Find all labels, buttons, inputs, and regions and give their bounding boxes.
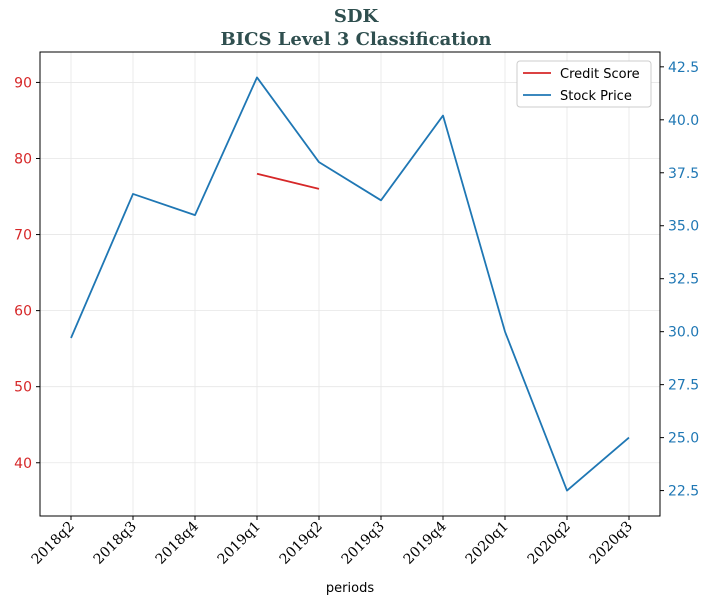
left-y-tick-label: 80 <box>14 151 32 167</box>
x-tick-label: 2019q4 <box>401 518 450 567</box>
x-tick-label: 2019q1 <box>215 519 264 568</box>
grid <box>40 52 660 516</box>
chart-title: SDK <box>333 6 379 27</box>
x-tick-label: 2020q1 <box>463 519 512 568</box>
right-y-axis: 22.5 25.0 27.5 30.0 32.5 35.0 37.5 40.0 42.5 <box>660 60 699 500</box>
legend-label: Stock Price <box>560 89 632 104</box>
x-tick-label: 2019q3 <box>339 519 388 568</box>
right-y-tick-label: 27.5 <box>668 378 699 394</box>
legend: Credit Score Stock Price <box>516 60 652 108</box>
series-line-1 <box>70 76 630 492</box>
x-tick-label: 2018q3 <box>91 519 140 568</box>
right-y-tick-label: 35.0 <box>668 219 699 235</box>
plot-frame <box>39 51 661 517</box>
left-y-tick-label: 40 <box>14 456 32 472</box>
chart-subtitle: BICS Level 3 Classification <box>220 29 492 50</box>
x-axis-label: periods <box>326 581 374 596</box>
right-y-tick-label: 40.0 <box>668 113 699 129</box>
x-tick-label: 2019q2 <box>277 519 326 568</box>
series-line-0 <box>256 172 320 190</box>
x-tick-label: 2020q3 <box>587 519 636 568</box>
x-tick-label: 2020q2 <box>525 519 574 568</box>
series-lines <box>70 76 630 492</box>
left-y-tick-label: 60 <box>14 304 32 320</box>
x-tick-label: 2018q2 <box>29 519 78 568</box>
right-y-tick-label: 32.5 <box>668 272 699 288</box>
right-y-tick-label: 37.5 <box>668 166 699 182</box>
x-axis: 2018q2 2018q3 2018q4 2019q1 2019q2 2019q3 2019… <box>29 516 636 568</box>
right-y-tick-label: 30.0 <box>668 325 699 341</box>
legend-label: Credit Score <box>560 67 640 82</box>
left-y-axis: 40 50 60 70 80 90 <box>14 75 40 472</box>
right-y-tick-label: 22.5 <box>668 484 699 500</box>
right-y-tick-label: 42.5 <box>668 60 699 76</box>
left-y-tick-label: 70 <box>14 228 32 244</box>
right-y-tick-label: 25.0 <box>668 431 699 447</box>
x-tick-label: 2018q4 <box>153 518 202 567</box>
left-y-tick-label: 50 <box>14 380 32 396</box>
left-y-tick-label: 90 <box>14 75 32 91</box>
